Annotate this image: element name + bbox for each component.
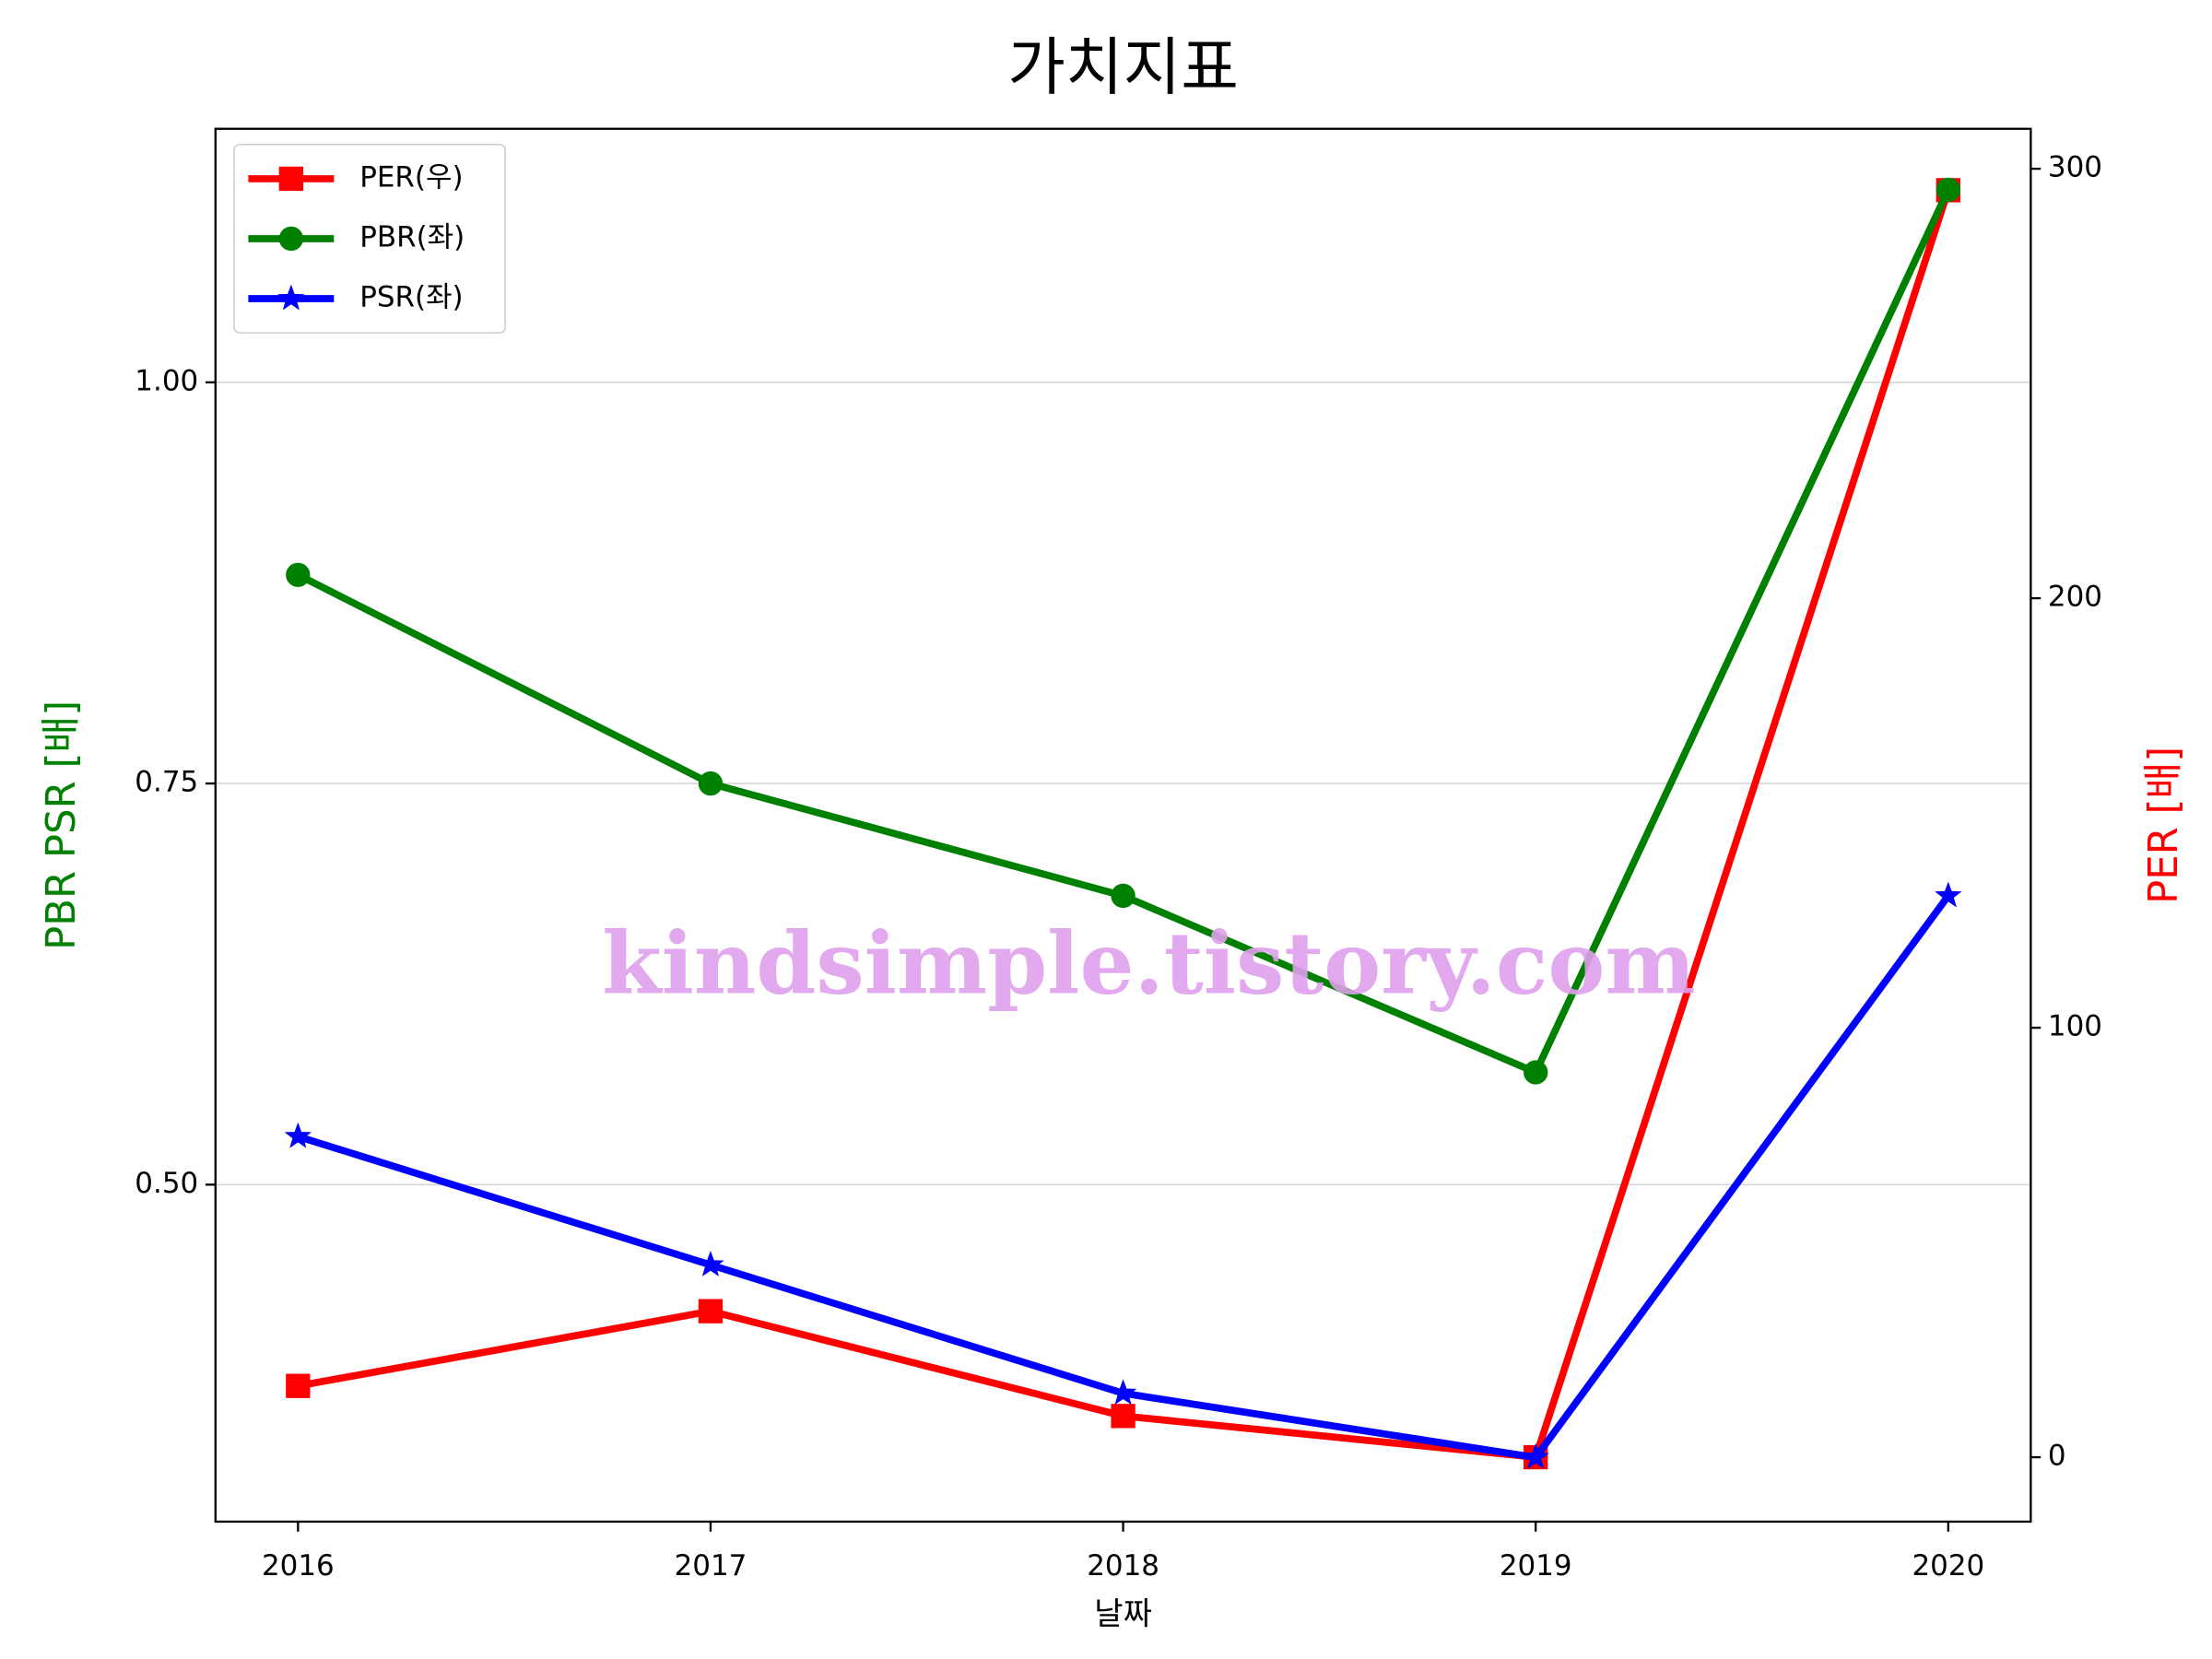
x-tick-label: 2019: [1500, 1549, 1572, 1583]
x-tick-label: 2020: [1912, 1549, 1984, 1583]
legend-label: PER(우): [359, 160, 463, 194]
y2-tick-label: 300: [2048, 151, 2102, 184]
marker: [1935, 881, 1962, 908]
marker: [1109, 1379, 1137, 1406]
marker: [1111, 1404, 1135, 1429]
legend-box: [233, 143, 506, 334]
legend: PER(우) PBR(좌) PSR(좌): [233, 143, 506, 334]
y2-axis-label: PER [배]: [2141, 747, 2187, 904]
marker: [698, 771, 724, 796]
y-tick-label: 0.50: [135, 1167, 198, 1200]
y2-tick-label: 0: [2048, 1440, 2066, 1473]
y-axis-label: PBR PSR [배]: [39, 700, 85, 950]
y2-tick-label: 100: [2048, 1010, 2102, 1043]
x-tick-label: 2018: [1087, 1549, 1159, 1583]
y-tick-label: 0.75: [135, 766, 198, 799]
legend-label: PBR(좌): [359, 220, 465, 253]
marker: [278, 226, 304, 252]
marker: [697, 1250, 724, 1277]
marker: [286, 1373, 311, 1398]
marker: [1111, 883, 1135, 909]
x-tick-label: 2017: [675, 1549, 747, 1583]
x-axis-label: 날짜: [1094, 1596, 1152, 1633]
marker: [1522, 1442, 1549, 1469]
marker: [1936, 177, 1960, 203]
plot-frame: [214, 127, 2032, 1524]
marker: [278, 166, 304, 192]
marker: [277, 284, 305, 311]
legend-label: PSR(좌): [359, 281, 463, 314]
marker: [1524, 1060, 1548, 1085]
marker: [698, 1299, 724, 1324]
marker: [284, 1122, 312, 1148]
chart-title: 가치지표: [1007, 31, 1239, 104]
watermark: kindsimple.tistory.com: [602, 913, 1695, 1014]
marker: [286, 562, 311, 587]
x-tick-label: 2016: [262, 1549, 335, 1583]
y2-tick-label: 200: [2048, 581, 2102, 614]
y-tick-label: 1.00: [135, 364, 198, 397]
